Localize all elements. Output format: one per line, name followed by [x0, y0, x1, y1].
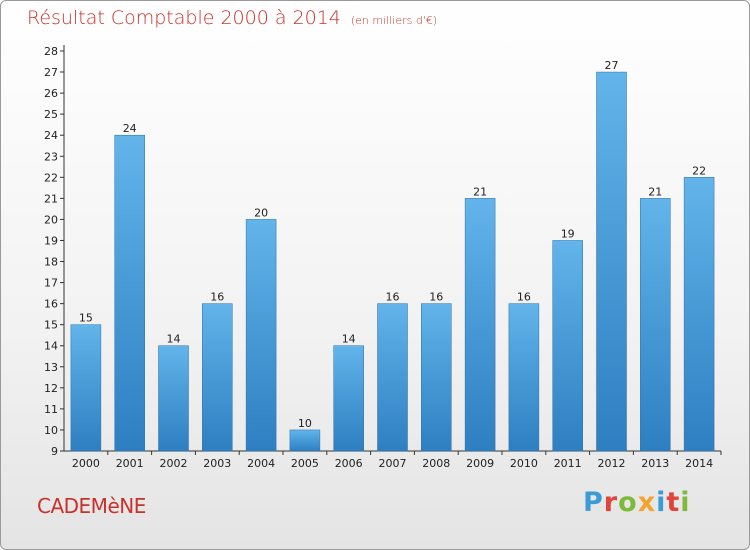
x-tick-label: 2012 — [598, 457, 626, 470]
logo-letter: i — [656, 487, 667, 518]
x-tick-label: 2011 — [554, 457, 582, 470]
logo-letter: t — [666, 487, 681, 518]
x-tick-label: 2000 — [72, 457, 100, 470]
bar-2014[interactable] — [683, 177, 715, 452]
bar-2000[interactable] — [70, 324, 102, 452]
logo-letter: P — [583, 487, 604, 518]
bar-2008[interactable] — [421, 303, 452, 452]
y-tick-label: 13 — [44, 361, 58, 374]
y-tick-label: 15 — [44, 319, 58, 332]
bar-2011[interactable] — [552, 240, 583, 452]
y-tick-label: 11 — [44, 403, 58, 416]
chart-title: Résultat Comptable 2000 à 2014 (en millie… — [27, 7, 437, 29]
chart-subtitle: (en milliers d'€) — [350, 14, 438, 27]
y-tick-label: 16 — [44, 298, 58, 311]
bar-2001[interactable] — [114, 134, 145, 452]
x-tick-label: 2013 — [641, 457, 669, 470]
bar-value-label: 24 — [123, 122, 137, 135]
y-tick-label: 10 — [44, 424, 58, 437]
y-axis: 9 10 11 12 13 14 15 16 17 18 19 20 21 22 23 24 25 26 27 28 — [44, 45, 65, 458]
bar-2004[interactable] — [245, 219, 277, 452]
data-labels: 15 24 14 16 20 10 14 16 16 21 16 19 27 21 22 — [79, 59, 706, 430]
logo-letter: o — [618, 487, 638, 518]
bar-value-label: 15 — [79, 312, 93, 325]
bar-2010[interactable] — [508, 303, 540, 452]
bar-2005[interactable] — [289, 429, 321, 452]
chart-title-text: Résultat Comptable 2000 à 2014 — [27, 7, 341, 29]
logo-letter: i — [680, 487, 691, 518]
bar-value-label: 10 — [298, 417, 312, 430]
bar-value-label: 27 — [605, 59, 619, 72]
proxiti-logo[interactable]: Proxiti — [583, 487, 691, 518]
bar-value-label: 21 — [648, 185, 662, 198]
commune-name: CADEMèNE — [37, 494, 146, 518]
x-tick-label: 2007 — [379, 457, 407, 470]
x-axis: 2000 2001 2002 2003 2004 2005 2006 2007 2008 2009… — [64, 450, 722, 470]
bar-2003[interactable] — [202, 303, 233, 452]
x-tick-label: 2014 — [685, 457, 713, 470]
bar-value-label: 14 — [342, 333, 356, 346]
bar-2007[interactable] — [377, 303, 408, 452]
x-tick-label: 2008 — [422, 457, 450, 470]
bar-2013[interactable] — [640, 198, 671, 452]
logo-letter: x — [637, 487, 657, 518]
logo-letter: r — [603, 487, 619, 518]
x-tick-label: 2010 — [510, 457, 538, 470]
bar-2012[interactable] — [596, 71, 627, 452]
bar-value-label: 16 — [386, 291, 400, 304]
bar-value-label: 16 — [210, 291, 224, 304]
y-tick-label: 21 — [44, 192, 58, 205]
y-tick-label: 28 — [44, 45, 58, 58]
x-tick-label: 2002 — [160, 457, 188, 470]
y-tick-label: 27 — [44, 66, 58, 79]
y-tick-label: 23 — [44, 150, 58, 163]
y-tick-label: 24 — [44, 129, 58, 142]
bar-2002[interactable] — [158, 345, 189, 452]
x-tick-label: 2001 — [116, 457, 144, 470]
y-tick-label: 9 — [51, 445, 58, 458]
y-tick-label: 14 — [44, 340, 58, 353]
x-tick-label: 2004 — [247, 457, 275, 470]
bar-2009[interactable] — [464, 198, 496, 452]
x-tick-label: 2003 — [203, 457, 231, 470]
y-tick-label: 25 — [44, 108, 58, 121]
y-tick-label: 12 — [44, 382, 58, 395]
bar-value-label: 14 — [167, 333, 181, 346]
y-tick-label: 20 — [44, 213, 58, 226]
bars — [70, 71, 715, 452]
y-tick-label: 18 — [44, 256, 58, 269]
bar-2006[interactable] — [333, 345, 364, 452]
bar-value-label: 16 — [429, 291, 443, 304]
x-tick-label: 2009 — [466, 457, 494, 470]
x-tick-label: 2005 — [291, 457, 319, 470]
y-tick-label: 26 — [44, 87, 58, 100]
bar-value-label: 22 — [692, 164, 706, 177]
bar-value-label: 20 — [254, 206, 268, 219]
bar-value-label: 19 — [561, 227, 575, 240]
bar-value-label: 21 — [473, 185, 487, 198]
y-tick-label: 22 — [44, 171, 58, 184]
bar-value-label: 16 — [517, 291, 531, 304]
x-tick-label: 2006 — [335, 457, 363, 470]
y-tick-label: 19 — [44, 234, 58, 247]
y-tick-label: 17 — [44, 277, 58, 290]
